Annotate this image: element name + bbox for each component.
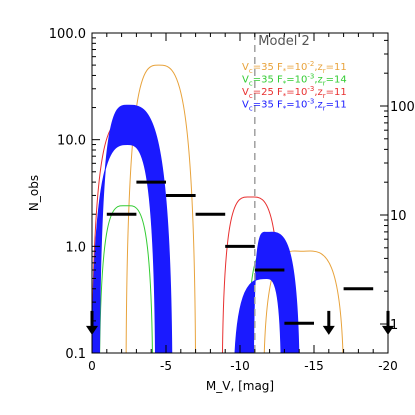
x-tick-label-2: -10 [230, 359, 250, 373]
right-tick-label-1: 10 [390, 209, 407, 224]
line-series-1-segment-0 [99, 205, 153, 353]
right-tick-label-0: 1 [390, 318, 398, 333]
legend-entry-2: Vc=25 F*=10-3,zr=11 [242, 85, 347, 100]
y-tick-label-3: 100.0 [49, 27, 86, 42]
legend-entry-3: Vc=35 F*=10-3,zr=11 [242, 98, 347, 113]
band-series-3-segment-1 [234, 231, 300, 353]
y-axis-label: N_obs [27, 175, 41, 211]
upper-limit-arrow-1 [322, 310, 335, 335]
y-tick-label-0: 0.1 [65, 347, 86, 362]
observed-bins [106, 180, 374, 325]
x-axis-label: M_V, [mag] [206, 379, 274, 393]
model-curves [92, 64, 344, 353]
chart-title: Model 2 [258, 34, 309, 49]
legend-entry-1: Vc=35 F*=10-3,zr=14 [242, 73, 347, 88]
x-axis-ticks: 0 -5 -10 -15 -20 [88, 33, 398, 373]
line-series-0-segment-1 [263, 250, 344, 353]
right-axis-ticks: 1 10 100 [380, 39, 415, 333]
x-tick-label-4: -20 [378, 359, 398, 373]
band-series-3-segment-0 [92, 104, 173, 353]
y-tick-label-1: 1.0 [65, 240, 86, 255]
line-series-0-segment-0 [125, 64, 196, 353]
x-tick-label-3: -15 [304, 359, 324, 373]
y-tick-label-2: 10.0 [57, 134, 86, 149]
y-axis-ticks: 0.1 1.0 10.0 100.0 [49, 27, 100, 362]
right-tick-label-2: 100 [390, 100, 415, 115]
x-tick-label-0: 0 [88, 359, 96, 373]
legend-entry-0: Vc=35 F*=10-2,zr=11 [242, 60, 347, 75]
x-tick-label-1: -5 [160, 359, 172, 373]
